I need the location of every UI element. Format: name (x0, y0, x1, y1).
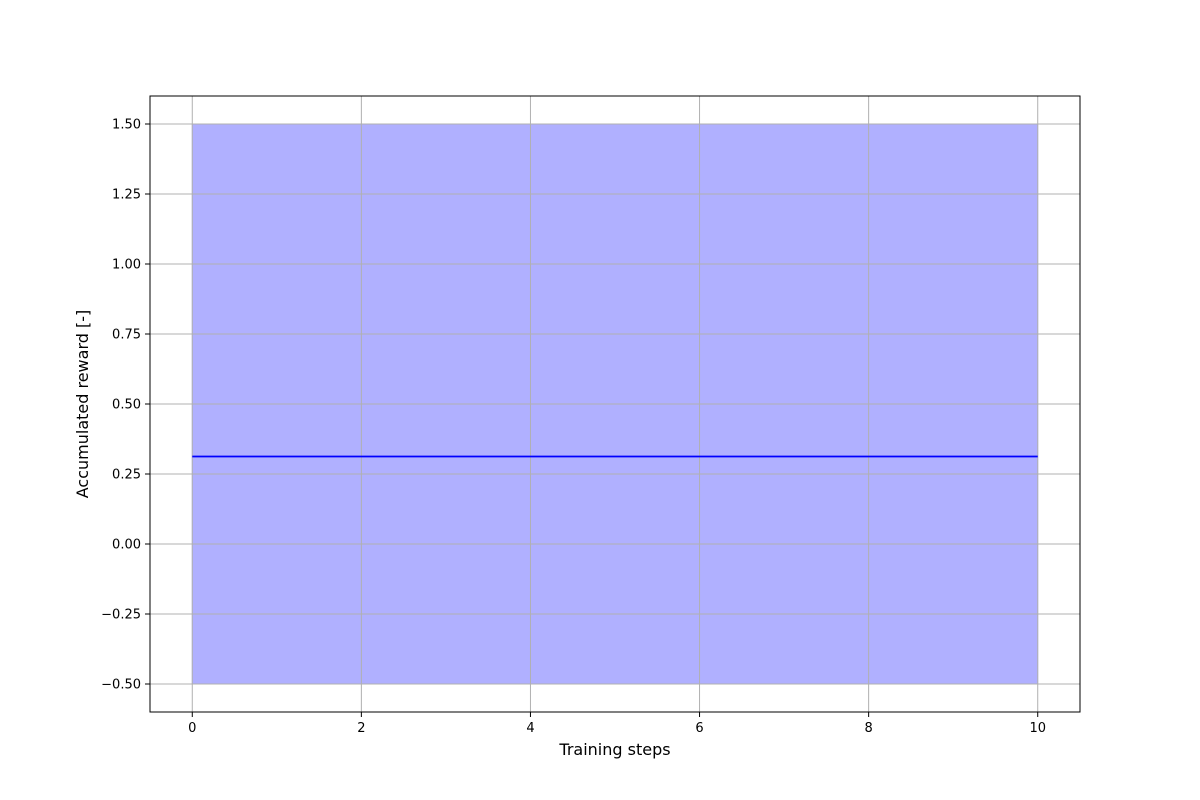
y-tick-label: −0.50 (101, 678, 141, 693)
x-tick-label: 2 (357, 721, 365, 736)
y-tick-label: 0.50 (112, 398, 141, 413)
y-tick-label: 1.50 (112, 118, 141, 133)
x-tick-label: 8 (864, 721, 872, 736)
tick-layer: 0 2 4 6 8 10 −0.50 −0.25 0.00 0.25 0.50 0.75 1.00 1.2… (101, 118, 1046, 737)
x-tick-label: 6 (695, 721, 703, 736)
grid-layer (150, 96, 1080, 712)
y-tick-label: 0.00 (112, 538, 141, 553)
y-tick-label: 0.25 (112, 468, 141, 483)
x-tick-label: 4 (526, 721, 534, 736)
y-tick-label: 1.25 (112, 188, 141, 203)
x-axis-label: Training steps (558, 740, 670, 759)
x-tick-label: 0 (188, 721, 196, 736)
y-tick-label: −0.25 (101, 608, 141, 623)
y-tick-label: 1.00 (112, 258, 141, 273)
x-tick-label: 10 (1029, 721, 1046, 736)
y-axis-label: Accumulated reward [-] (73, 310, 92, 499)
y-tick-label: 0.75 (112, 328, 141, 343)
